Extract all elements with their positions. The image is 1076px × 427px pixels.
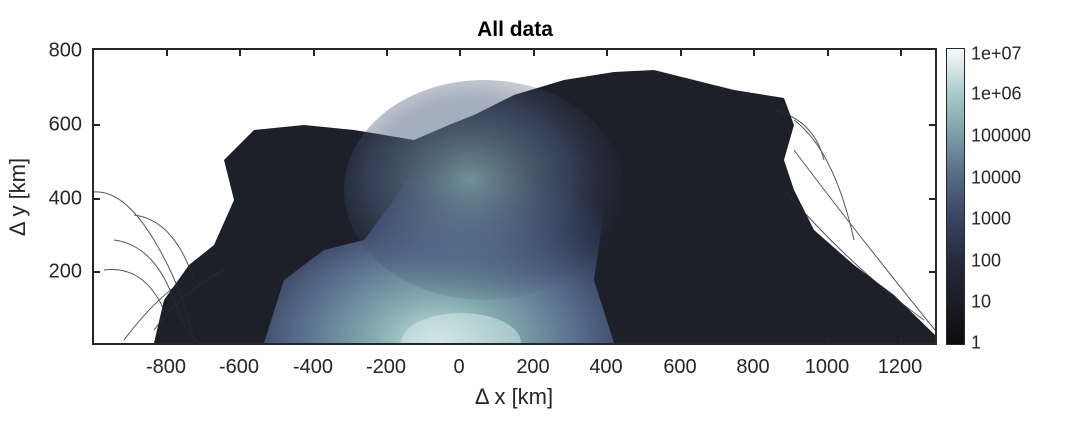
x-tick-mark: [459, 48, 461, 56]
y-tick-mark: [929, 124, 937, 126]
x-tick-label: 800: [736, 356, 770, 378]
colorbar-tick-label: 10000: [971, 167, 1022, 188]
y-tick-mark: [929, 271, 937, 273]
x-tick-label: 400: [589, 356, 623, 378]
x-tick-label: 600: [663, 356, 697, 378]
y-tick-label: 400: [48, 187, 82, 210]
x-tick-label: -600: [218, 356, 260, 378]
x-tick-mark: [166, 48, 168, 56]
y-tick-label: 800: [48, 39, 82, 62]
colorbar-tick-label: 100000: [971, 125, 1032, 146]
x-tick-mark: [606, 48, 608, 56]
y-tick-mark: [92, 198, 100, 200]
colorbar-tick-label: 10: [971, 291, 992, 312]
x-tick-mark: [386, 48, 388, 56]
x-tick-mark: [313, 48, 315, 56]
heatmap-plot-area: [92, 48, 937, 345]
x-tick-mark: [680, 48, 682, 56]
y-tick-mark: [92, 271, 100, 273]
colorbar-tick-label: 1: [971, 332, 982, 353]
y-tick-mark: [929, 198, 937, 200]
y-axis-label: Δ y [km]: [5, 157, 30, 237]
x-tick-mark: [753, 48, 755, 56]
chart-title: All data: [477, 18, 553, 41]
y-tick-label: 200: [48, 260, 82, 283]
colorbar-tick-label: 1e+06: [971, 83, 1022, 104]
x-tick-mark: [827, 337, 829, 345]
colorbar: [946, 48, 965, 345]
x-tick-mark: [533, 48, 535, 56]
x-tick-label: 200: [516, 356, 550, 378]
x-tick-mark: [827, 48, 829, 56]
y-tick-label: 600: [48, 113, 82, 136]
x-tick-mark: [900, 48, 902, 56]
colorbar-tick-label: 1000: [971, 208, 1012, 229]
x-tick-label: 0: [453, 356, 465, 378]
colorbar-tick-label: 100: [971, 250, 1002, 271]
x-tick-label: 1000: [804, 356, 850, 378]
x-axis-label: Δ x [km]: [474, 384, 554, 409]
x-tick-label: -200: [365, 356, 407, 378]
x-tick-label: 1200: [877, 356, 923, 378]
x-tick-mark: [239, 48, 241, 56]
x-tick-label: -800: [145, 356, 187, 378]
density-heatmap: [94, 70, 935, 343]
x-tick-label: -400: [292, 356, 334, 378]
y-tick-mark: [92, 124, 100, 126]
colorbar-tick-label: 1e+07: [971, 43, 1022, 64]
x-tick-mark: [900, 337, 902, 345]
